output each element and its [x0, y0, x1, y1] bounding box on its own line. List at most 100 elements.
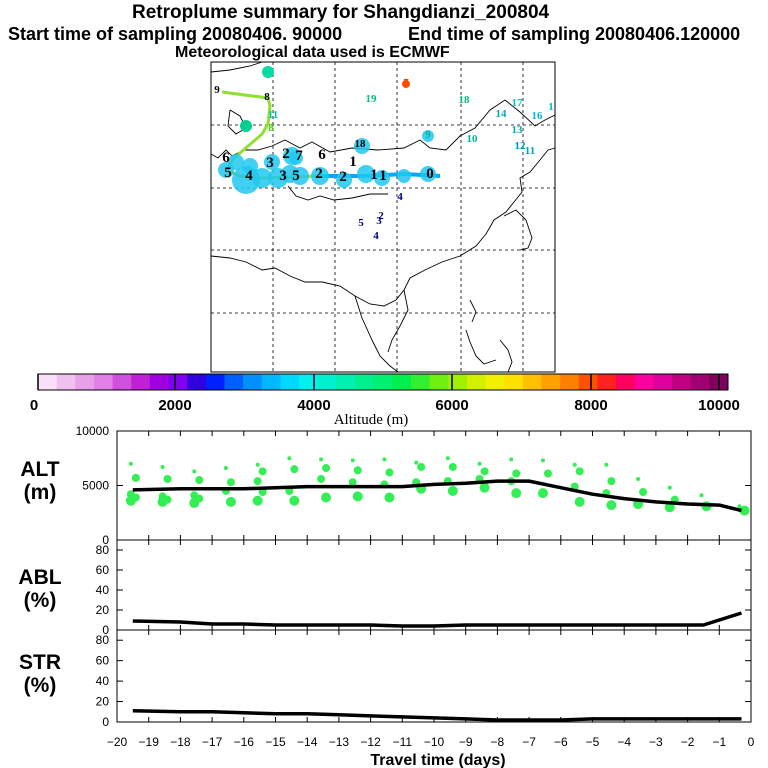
altitude-scatter-point [448, 462, 457, 471]
colorbar-swatch [317, 374, 337, 390]
plume-blob [264, 154, 280, 170]
plume-day-label: 1 [349, 154, 357, 170]
travel-time-axis: −20 −19 −18 −17 −16 −15 −14 −13 −12 −11 −10 −9 −8 −7−… [107, 735, 755, 749]
y-tick-label: 20 [96, 695, 110, 709]
x-tick-label: −8 [491, 735, 505, 749]
altitude-scatter-point [575, 467, 584, 476]
colorbar-swatch [448, 374, 468, 390]
plume-blob [420, 166, 436, 182]
altitude-scatter-point [606, 500, 617, 511]
series-line-abl [132, 611, 743, 628]
colorbar-swatch [93, 374, 113, 390]
altitude-scatter-point [480, 467, 489, 476]
colorbar-swatch [205, 374, 225, 390]
travel-time-axis-label: Travel time (days) [370, 752, 505, 768]
plume-blob [336, 172, 352, 188]
altitude-scatter-point [289, 495, 300, 506]
colorbar-swatch [112, 374, 132, 390]
colorbar-swatch [299, 374, 319, 390]
y-tick-label: 40 [96, 583, 110, 597]
altitude-scatter-point [223, 466, 228, 471]
plume-day-label: 2 [282, 146, 290, 162]
y-tick-label: 60 [96, 563, 110, 577]
colorbar-swatch [597, 374, 617, 390]
plume-day-label: 2 [378, 210, 384, 222]
colorbar-swatch [373, 374, 393, 390]
y-tick-label: 80 [96, 633, 110, 647]
altitude-scatter-point [509, 457, 514, 462]
plume-day-label: 10 [263, 66, 275, 78]
alt-panel-label: ALT (m) [10, 458, 70, 504]
colorbar-swatch [672, 374, 692, 390]
plume-blob [240, 120, 252, 132]
plume-day-label: 9 [214, 84, 220, 96]
colorbar-swatch [131, 374, 151, 390]
colorbar-tick-labels: 0 2000 4000 6000 8000 10000 [30, 374, 740, 414]
x-tick-label: −11 [393, 735, 413, 749]
altitude-scatter-point [664, 502, 675, 513]
y-tick-label: 0 [102, 533, 109, 547]
colorbar-swatch [690, 374, 710, 390]
y-tick-label: 10000 [76, 424, 110, 438]
colorbar-swatch [261, 374, 281, 390]
plume-day-label: 8 [268, 122, 274, 134]
y-tick-label: 40 [96, 674, 110, 688]
colorbar-swatch [522, 374, 542, 390]
plume-day-label: 3 [376, 215, 382, 227]
plume-blob [228, 154, 244, 170]
plume-blob [311, 167, 329, 185]
altitude-scatter-point [192, 469, 197, 474]
plume-blob [354, 138, 370, 154]
x-tick-label: −18 [170, 735, 191, 749]
colorbar-swatch [653, 374, 673, 390]
start-time-label: Start time of sampling 20080406. 90000 [8, 24, 343, 44]
colorbar-swatch [56, 374, 76, 390]
plume-day-label: 6 [222, 150, 230, 166]
abl-panel-label: ABL (%) [10, 566, 70, 612]
altitude-scatter-point [317, 474, 326, 483]
plume-blob [374, 170, 390, 186]
alt-label-unit: (m) [23, 481, 57, 504]
altitude-scatter-point [572, 462, 577, 467]
plume-day-label: 18 [459, 94, 471, 106]
colorbar-tick-label: 6000 [435, 397, 468, 414]
x-tick-label: −1 [712, 735, 726, 749]
altitude-scatter-point [699, 493, 704, 498]
altitude-scatter-point [258, 467, 267, 476]
x-tick-label: −16 [234, 735, 255, 749]
colorbar-swatch [168, 374, 188, 390]
x-tick-label: −6 [554, 735, 568, 749]
colorbar-tick-label: 10000 [698, 397, 740, 414]
x-tick-label: −19 [139, 735, 160, 749]
colorbar-swatch [466, 374, 486, 390]
altitude-scatter-point [414, 460, 419, 465]
plume-day-label: 5 [292, 168, 300, 184]
plume-blob [402, 80, 410, 88]
plume-trajectory [218, 66, 441, 194]
met-data-label: Meteorological data used is ECMWF [175, 44, 450, 61]
altitude-scatter-point [189, 497, 200, 508]
colorbar-swatch [149, 374, 169, 390]
plume-blob [357, 165, 375, 183]
plume-blob [291, 167, 309, 185]
altitude-scatter-point [160, 464, 165, 469]
plume-day-label: 5 [224, 165, 232, 181]
colorbar-swatch [410, 374, 431, 390]
plume-day-label: 16 [532, 110, 544, 122]
altitude-colorbar [37, 373, 729, 391]
abl-label-unit: (%) [23, 589, 57, 612]
y-tick-label: 20 [96, 603, 110, 617]
abl-panel: 80 60 40 20 0 [96, 539, 752, 637]
plume-day-label: 4 [397, 191, 403, 203]
y-tick-label: 0 [102, 623, 109, 637]
altitude-scatter-point [350, 458, 355, 463]
altitude-scatter-point [255, 462, 260, 467]
altitude-scatter-point [382, 457, 387, 462]
colorbar-tick-label: 0 [30, 397, 38, 414]
altitude-scatter-point [667, 485, 672, 490]
plume-day-label: 7 [403, 77, 409, 89]
plume-blob [242, 158, 258, 174]
altitude-scatter-point [125, 495, 136, 506]
plume-day-label: 12 [515, 140, 527, 152]
